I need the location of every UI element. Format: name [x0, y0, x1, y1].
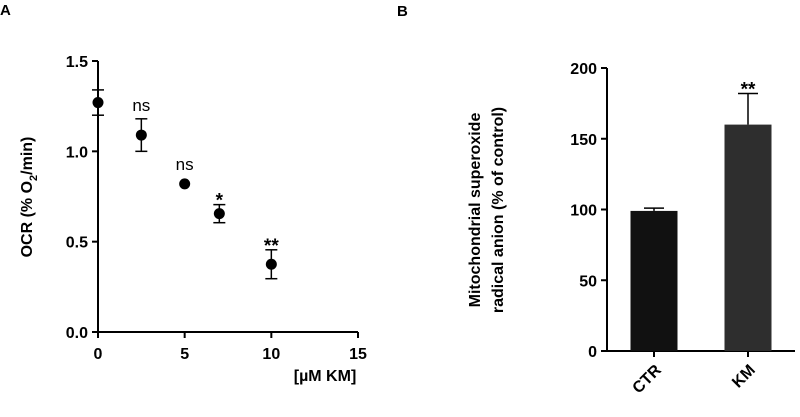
chart-a-y-tick-label: 0.5 [66, 235, 88, 252]
chart-a-x-tick-label: 10 [262, 346, 280, 363]
chart-b-bar [724, 124, 772, 351]
chart-b-bar [630, 210, 678, 351]
chart-a-x-tick-label: 15 [349, 346, 367, 363]
chart-a-significance-label: ** [264, 236, 279, 257]
chart-a-ylabel-sub: 2 [28, 175, 40, 181]
chart-b-y-tick-label: 0 [588, 344, 597, 361]
chart-a-ylabel-part3: /min) [19, 137, 36, 175]
chart-a-x-tick-label: 5 [180, 346, 189, 363]
chart-a-ylabel-part1: OCR (% O [19, 181, 36, 257]
chart-b-ylabel-line1: Mitochondrial superoxide [467, 113, 484, 308]
chart-b-y-tick-label: 50 [579, 273, 597, 290]
chart-a-xlabel: [µM KM] [294, 368, 357, 385]
panel-letter-a: A [0, 2, 11, 19]
chart-a-x-tick-label: 0 [94, 346, 103, 363]
chart-b-ylabel-line2: radical anion (% of control) [490, 107, 507, 313]
chart-a-data-point [179, 178, 191, 190]
chart-a-ylabel: OCR (% O2/min) [19, 137, 40, 258]
chart-a-y-tick-label: 1.0 [66, 144, 88, 161]
chart-b-y-tick-label: 150 [570, 132, 597, 149]
chart-a-data-point [92, 97, 104, 109]
chart-b-significance-label: ** [741, 79, 756, 100]
chart-b: 0 50 100 150 200 CTR KM ** [570, 61, 795, 397]
chart-b-y-tick-label: 100 [570, 203, 597, 220]
chart-a-significance-label: ns [176, 155, 194, 174]
chart-a-significance-label: * [216, 191, 224, 212]
chart-a-y-tick-label: 1.5 [66, 54, 88, 71]
chart-b-x-tick-label: KM [729, 362, 759, 392]
chart-a-data-point [213, 208, 225, 220]
panel-letter-b: B [397, 3, 408, 20]
chart-b-y-tick-label: 200 [570, 61, 597, 78]
chart-a-y-tick-label: 0.0 [66, 325, 88, 342]
chart-a-data-point [135, 129, 147, 141]
chart-a-data-point [265, 258, 277, 270]
chart-a-significance-label: ns [132, 96, 150, 115]
chart-b-x-tick-label: CTR [630, 361, 666, 397]
